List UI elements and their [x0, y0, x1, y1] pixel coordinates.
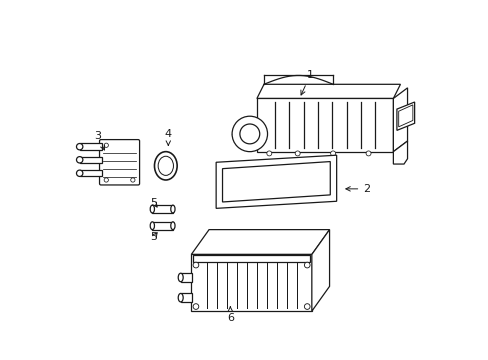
Bar — [80, 170, 102, 176]
Circle shape — [76, 170, 82, 176]
Circle shape — [366, 151, 370, 156]
Text: 3: 3 — [94, 131, 104, 150]
Circle shape — [193, 304, 198, 309]
Polygon shape — [216, 155, 336, 208]
Polygon shape — [256, 99, 392, 152]
Circle shape — [240, 124, 259, 144]
Bar — [80, 157, 102, 163]
Polygon shape — [222, 162, 329, 202]
Polygon shape — [396, 102, 414, 130]
Polygon shape — [392, 88, 407, 152]
Circle shape — [304, 304, 309, 309]
Circle shape — [104, 178, 108, 182]
Polygon shape — [191, 230, 329, 255]
Ellipse shape — [158, 156, 173, 175]
Bar — [152, 205, 173, 213]
Bar — [80, 144, 102, 150]
Bar — [193, 255, 309, 262]
Text: 1: 1 — [300, 71, 313, 95]
Text: 5: 5 — [150, 232, 157, 242]
Ellipse shape — [150, 205, 154, 213]
Circle shape — [104, 143, 108, 147]
Ellipse shape — [178, 293, 183, 302]
FancyBboxPatch shape — [100, 140, 139, 185]
Circle shape — [193, 262, 198, 268]
Bar — [181, 293, 192, 302]
Polygon shape — [256, 84, 400, 99]
Bar — [152, 222, 173, 230]
Polygon shape — [311, 230, 329, 311]
Text: 5: 5 — [150, 198, 157, 208]
Circle shape — [304, 262, 309, 268]
Ellipse shape — [154, 152, 177, 180]
Ellipse shape — [170, 222, 175, 230]
Circle shape — [130, 178, 135, 182]
Text: 4: 4 — [164, 129, 171, 145]
Text: 6: 6 — [226, 307, 233, 323]
Circle shape — [232, 116, 267, 152]
Polygon shape — [392, 141, 407, 164]
Polygon shape — [398, 105, 412, 127]
Circle shape — [266, 151, 271, 156]
Circle shape — [330, 151, 335, 156]
Ellipse shape — [170, 205, 175, 213]
Ellipse shape — [178, 273, 183, 282]
Ellipse shape — [150, 222, 154, 230]
Circle shape — [295, 151, 300, 156]
Circle shape — [76, 157, 82, 163]
Bar — [181, 273, 192, 282]
Polygon shape — [191, 255, 311, 311]
Text: 2: 2 — [345, 184, 369, 194]
Circle shape — [76, 144, 82, 150]
